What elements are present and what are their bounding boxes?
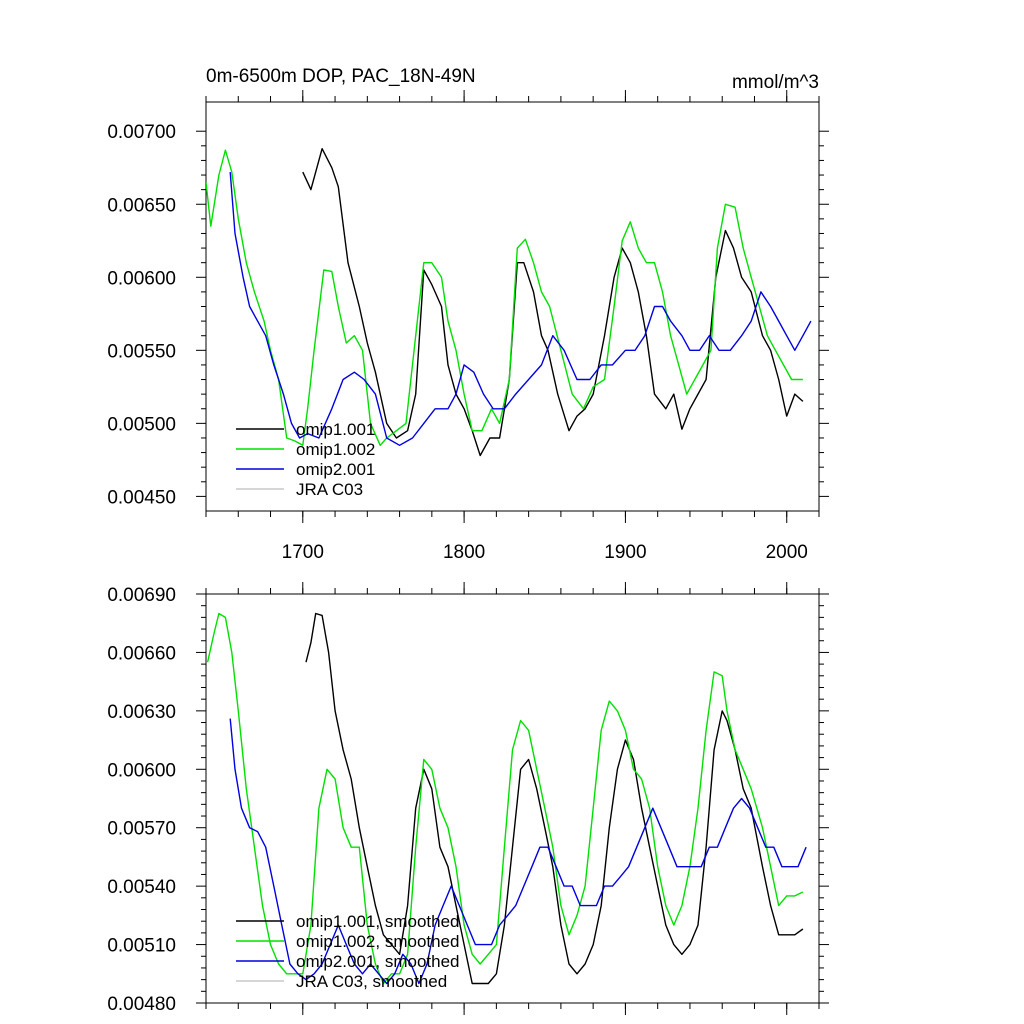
y-tick-label: 0.00480 — [107, 994, 176, 1015]
legend-label: omip2.001, smoothed — [296, 952, 460, 971]
x-tick-label: 2000 — [766, 542, 808, 563]
legend-label: omip2.001 — [296, 460, 375, 479]
x-tick-label: 1800 — [443, 542, 485, 563]
plot-frame — [205, 593, 820, 1004]
y-tick-label: 0.00510 — [107, 936, 176, 957]
series-line-1 — [206, 149, 803, 446]
y-tick-label: 0.00690 — [107, 585, 176, 606]
y-tick-label: 0.00600 — [107, 760, 176, 781]
series-line-0 — [305, 612, 804, 985]
series-line-2 — [229, 172, 812, 446]
units-label: mmol/m^3 — [732, 72, 819, 93]
bottom-panel: 0.00480 0.00510 0.00540 0.00570 0.00600 0.006… — [107, 582, 829, 1015]
y-tick-label: 0.00650 — [107, 195, 176, 216]
y-tick-label: 0.00540 — [107, 877, 176, 898]
chart-title: 0m-6500m DOP, PAC_18N-49N — [206, 66, 476, 87]
x-tick-label: 1700 — [282, 542, 324, 563]
x-tick-label: 1900 — [604, 542, 646, 563]
y-tick-label: 0.00550 — [107, 341, 176, 362]
series-line-2 — [229, 718, 807, 985]
legend-label: omip1.002, smoothed — [296, 932, 460, 951]
y-tick-label: 0.00600 — [107, 268, 176, 289]
legend-label: JRA C03 — [296, 480, 363, 499]
legend-label: JRA C03, smoothed — [296, 972, 447, 991]
legend-label: omip1.002 — [296, 440, 375, 459]
top-panel: 1700 1800 1900 2000 0.00450 0.00500 0.00550 0.0… — [107, 66, 829, 563]
legend-label: omip1.001, smoothed — [296, 912, 460, 931]
y-tick-label: 0.00570 — [107, 819, 176, 840]
y-tick-label: 0.00500 — [107, 414, 176, 435]
y-tick-label: 0.00450 — [107, 487, 176, 508]
y-tick-label: 0.00700 — [107, 122, 176, 143]
series-line-0 — [302, 147, 804, 457]
legend-label: omip1.001 — [296, 420, 375, 439]
y-tick-label: 0.00630 — [107, 702, 176, 723]
y-tick-label: 0.00660 — [107, 643, 176, 664]
